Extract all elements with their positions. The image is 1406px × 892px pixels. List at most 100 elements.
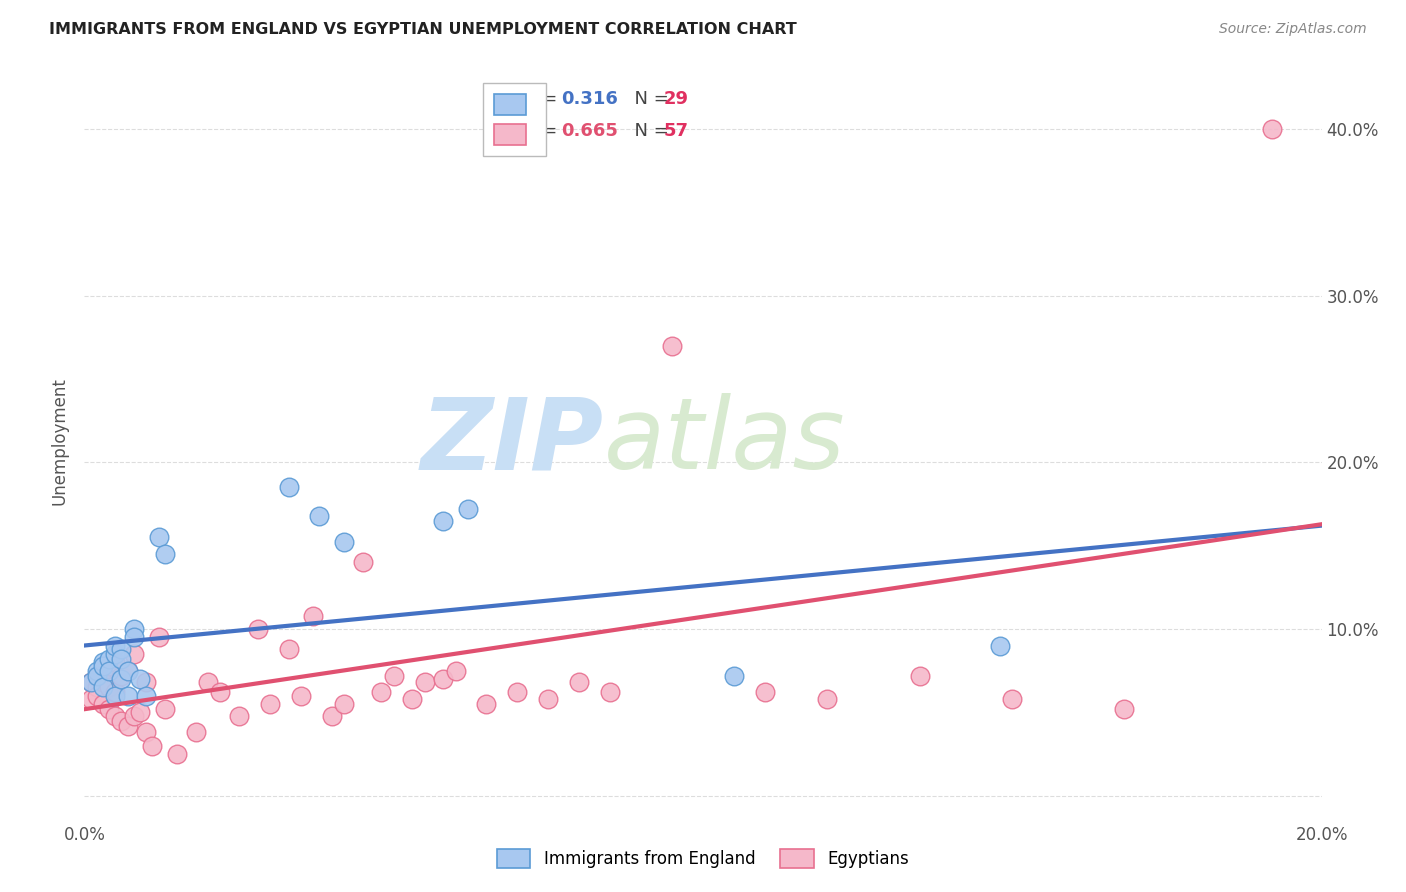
Point [475,697,498,711]
Text: ZIP: ZIP [420,393,605,490]
Point [104,656,127,670]
Point [352,555,374,569]
Text: IMMIGRANTS FROM ENGLAND VS EGYPTIAN UNEMPLOYMENT CORRELATION CHART: IMMIGRANTS FROM ENGLAND VS EGYPTIAN UNEM… [49,22,797,37]
Point [104,689,127,703]
Point [908,668,931,682]
Point [754,685,776,699]
Point [110,672,132,686]
Text: R =: R = [523,90,562,108]
Point [815,692,838,706]
Point [122,622,145,636]
Point [122,647,145,661]
Point [166,747,188,761]
Point [1001,692,1024,706]
Point [246,622,269,636]
Point [117,719,139,733]
Point [259,697,281,711]
Point [79,675,101,690]
Point [599,685,621,699]
Point [129,672,152,686]
Point [135,725,157,739]
Point [506,685,529,699]
Point [91,675,114,690]
Point [86,664,108,678]
Point [141,739,163,753]
Point [661,339,683,353]
Point [197,675,219,690]
Point [370,685,392,699]
Point [333,697,356,711]
Text: R =: R = [523,121,562,140]
Point [117,664,139,678]
Point [135,675,157,690]
Point [98,658,121,673]
Point [110,652,132,666]
Point [153,547,176,561]
Point [104,708,127,723]
Point [98,652,121,666]
Point [104,685,127,699]
Point [1261,122,1284,136]
Point [382,668,405,682]
Point [110,668,132,682]
Text: atlas: atlas [605,393,845,490]
Point [308,508,330,523]
Point [91,658,114,673]
Point [209,685,232,699]
Legend: Immigrants from England, Egyptians: Immigrants from England, Egyptians [491,843,915,875]
Point [148,631,170,645]
Point [302,608,325,623]
Text: 29: 29 [664,90,689,108]
Point [413,675,436,690]
Point [432,672,454,686]
Point [117,689,139,703]
Point [401,692,423,706]
Point [110,714,132,728]
Point [148,530,170,544]
Point [988,639,1011,653]
Point [135,689,157,703]
Point [333,535,356,549]
Point [457,502,479,516]
Point [537,692,560,706]
Point [91,656,114,670]
Point [86,689,108,703]
Point [79,692,101,706]
Point [91,664,114,678]
Point [122,708,145,723]
Text: 0.665: 0.665 [561,121,617,140]
Point [117,664,139,678]
Point [290,689,312,703]
Point [91,697,114,711]
Point [129,706,152,720]
Point [568,675,591,690]
Point [184,725,207,739]
Point [321,708,343,723]
Point [98,664,121,678]
Point [110,642,132,657]
Point [122,631,145,645]
Point [432,514,454,528]
Point [98,681,121,695]
Text: N =: N = [623,90,673,108]
Text: Source: ZipAtlas.com: Source: ZipAtlas.com [1219,22,1367,37]
Point [228,708,250,723]
Point [104,639,127,653]
Point [444,664,467,678]
Point [98,702,121,716]
Point [86,668,108,682]
Text: 57: 57 [664,121,689,140]
Point [86,681,108,695]
Point [86,668,108,682]
Point [79,675,101,690]
Text: N =: N = [623,121,673,140]
Point [277,642,299,657]
Legend: , : , [484,83,547,156]
Point [1112,702,1135,716]
Point [91,681,114,695]
Point [104,647,127,661]
Point [153,702,176,716]
Point [723,668,745,682]
Y-axis label: Unemployment: Unemployment [51,377,69,506]
Text: 0.316: 0.316 [561,90,617,108]
